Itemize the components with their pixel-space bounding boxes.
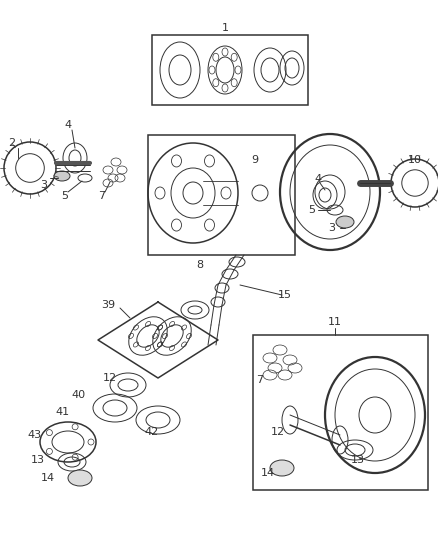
Text: 7: 7 — [256, 375, 264, 385]
Bar — [148, 135, 295, 255]
Text: 40: 40 — [71, 390, 85, 400]
Text: 10: 10 — [408, 155, 422, 165]
Text: 4: 4 — [64, 120, 71, 130]
Text: 5: 5 — [61, 191, 68, 201]
Text: 2: 2 — [8, 138, 16, 148]
Text: 12: 12 — [271, 427, 285, 437]
Text: 12: 12 — [103, 373, 117, 383]
Text: 9: 9 — [251, 155, 258, 165]
Bar — [152, 35, 308, 105]
Text: 13: 13 — [351, 455, 365, 465]
Text: 7: 7 — [99, 191, 106, 201]
Text: 43: 43 — [28, 430, 42, 440]
Text: 39: 39 — [101, 300, 115, 310]
Text: 5: 5 — [308, 205, 315, 215]
Ellipse shape — [68, 470, 92, 486]
Ellipse shape — [270, 460, 294, 476]
Text: 14: 14 — [41, 473, 55, 483]
Text: 15: 15 — [278, 290, 292, 300]
Text: 11: 11 — [328, 317, 342, 327]
Ellipse shape — [54, 171, 70, 181]
Ellipse shape — [336, 216, 354, 228]
Text: 42: 42 — [145, 427, 159, 437]
Text: 41: 41 — [55, 407, 69, 417]
Text: 4: 4 — [314, 174, 321, 184]
Text: 3: 3 — [40, 180, 47, 190]
Bar — [253, 335, 428, 490]
Text: 14: 14 — [261, 468, 275, 478]
Text: 8: 8 — [196, 260, 204, 270]
Text: 1: 1 — [222, 23, 229, 33]
Text: 3: 3 — [328, 223, 336, 233]
Text: 13: 13 — [31, 455, 45, 465]
